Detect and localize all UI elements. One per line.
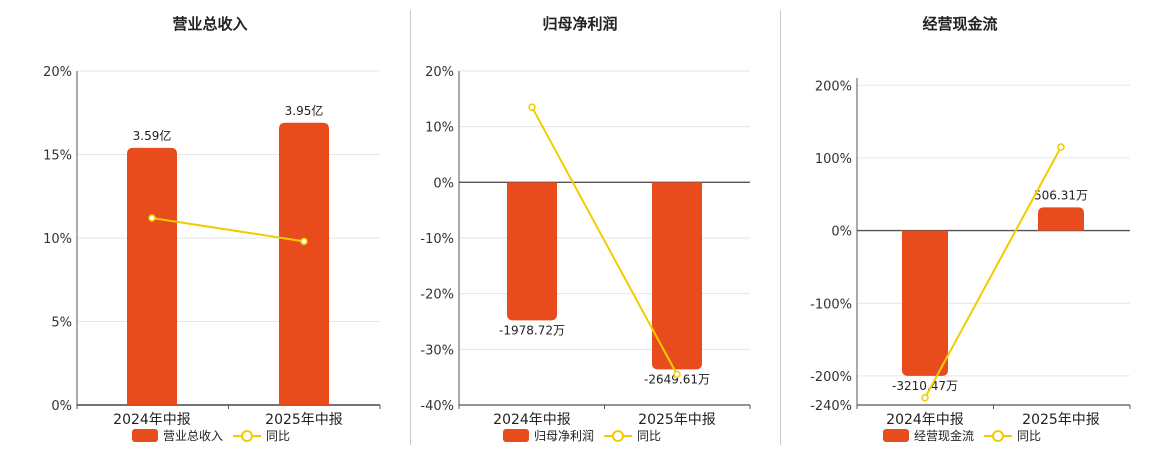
bar-data-label: 3.59亿 [133,128,172,143]
bar-data-label: -2649.61万 [644,372,710,386]
y-tick-label: 0% [433,176,454,191]
bar-data-label: 506.31万 [1034,188,1088,202]
legend-label-line: 同比 [637,429,661,443]
chart-title-3: 经营现金流 [922,15,997,33]
y-tick-label: -200% [810,370,852,385]
bar [507,182,557,321]
bar [127,147,177,405]
x-tick-label: 2025年中报 [638,412,716,428]
bar [279,122,329,406]
panel-divider-2 [780,10,781,445]
line-series [924,146,1062,399]
y-tick-label: 0% [831,225,852,240]
bar-data-label: -3210.47万 [892,379,958,393]
chart-title-1: 营业总收入 [172,15,247,33]
y-tick-label: -40% [420,399,454,414]
line-point [921,393,929,402]
y-tick-label: 10% [425,121,454,136]
legend-swatch-bar [883,429,909,442]
panel-divider-1 [410,10,411,445]
line-series [531,106,678,375]
line-point [1057,143,1065,151]
legend-swatch-marker [992,430,1004,442]
y-tick-label: 100% [815,152,852,167]
line-point [528,103,536,111]
bar [1038,207,1084,231]
y-tick-label: 200% [815,79,852,94]
legend-label-line: 同比 [1017,429,1041,443]
y-tick-label: 20% [425,65,454,80]
y-tick-label: 10% [43,232,72,247]
legend-swatch-marker [612,430,624,442]
legend-label-bar: 经营现金流 [914,428,974,443]
line-series [151,216,305,243]
line-point [300,237,308,246]
line-point [673,370,681,379]
legend-label-bar: 归母净利润 [534,429,594,443]
bar-data-label: -1978.72万 [499,323,565,337]
legend-swatch-marker [241,430,253,442]
x-tick-label: 2025年中报 [1022,412,1100,428]
bar [652,182,702,370]
legend-label-line: 同比 [266,429,290,443]
y-tick-label: 15% [43,149,72,164]
chart-title-2: 归母净利润 [542,15,617,33]
y-tick-label: -100% [810,297,852,312]
y-tick-label: -30% [420,343,454,358]
bar-data-label: 3.95亿 [285,103,324,118]
y-tick-label: -20% [420,288,454,303]
legend-swatch-bar [503,429,529,442]
y-tick-label: -10% [420,232,454,247]
legend-label-bar: 营业总收入 [163,429,223,443]
y-tick-label: 20% [43,65,72,80]
legend-swatch-bar [132,429,158,442]
x-tick-label: 2025年中报 [265,412,343,428]
y-tick-label: -240% [810,399,852,414]
line-point [148,214,156,222]
x-tick-label: 2024年中报 [886,412,964,428]
y-tick-label: 0% [51,399,72,414]
y-tick-label: 5% [51,316,72,331]
bar [902,230,948,376]
x-tick-label: 2024年中报 [493,412,571,428]
x-tick-label: 2024年中报 [113,412,191,428]
